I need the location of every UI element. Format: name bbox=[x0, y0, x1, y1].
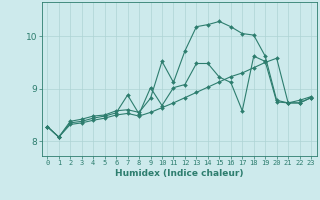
X-axis label: Humidex (Indice chaleur): Humidex (Indice chaleur) bbox=[115, 169, 244, 178]
